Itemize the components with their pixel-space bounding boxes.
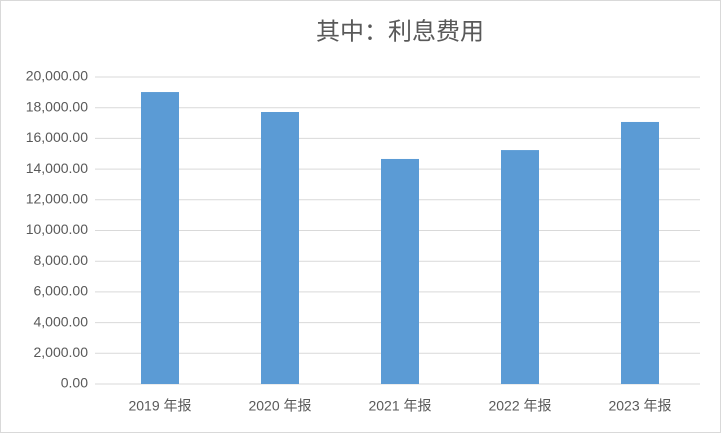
x-tick-label: 2022 年报 xyxy=(488,398,551,414)
y-tick-label: 4,000.00 xyxy=(34,313,89,329)
x-tick-label: 2023 年报 xyxy=(608,398,671,414)
bar xyxy=(381,158,419,384)
y-tick-label: 20,000.00 xyxy=(26,68,88,84)
y-tick-label: 18,000.00 xyxy=(26,98,88,114)
y-tick-label: 0.00 xyxy=(61,375,88,391)
bar xyxy=(501,150,539,384)
y-tick-label: 6,000.00 xyxy=(34,283,89,299)
y-tick-label: 8,000.00 xyxy=(34,252,89,268)
y-tick-label: 10,000.00 xyxy=(26,221,88,237)
y-tick-label: 2,000.00 xyxy=(34,344,89,360)
y-tick-label: 16,000.00 xyxy=(26,129,88,145)
bar xyxy=(261,111,299,385)
x-tick-label: 2021 年报 xyxy=(368,398,431,414)
x-tick-label: 2020 年报 xyxy=(248,398,311,414)
y-tick-label: 12,000.00 xyxy=(26,191,88,207)
bar xyxy=(141,92,179,384)
y-tick-label: 14,000.00 xyxy=(26,160,88,176)
bar xyxy=(621,121,659,385)
x-tick-label: 2019 年报 xyxy=(128,398,191,414)
chart-title: 其中：利息费用 xyxy=(316,18,484,45)
